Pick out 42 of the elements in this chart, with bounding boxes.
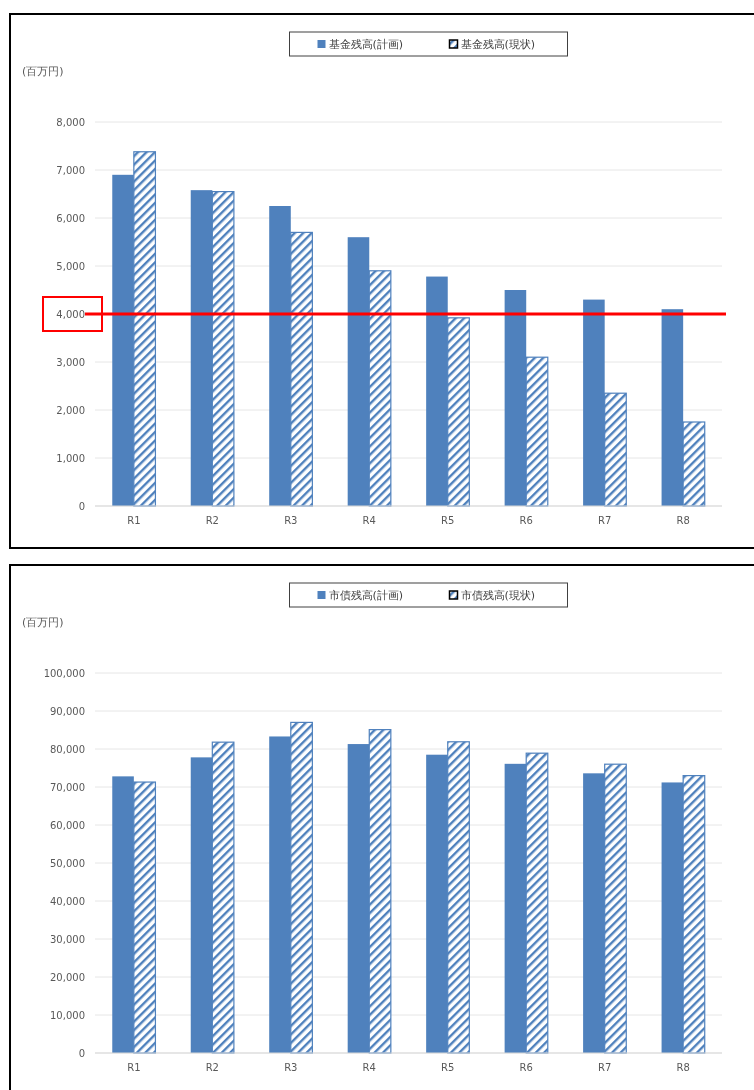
legend-label: 基金残高(計画)	[328, 37, 404, 51]
y-axis-title: (百万円)	[22, 616, 64, 629]
x-tick-label: R1	[127, 1062, 141, 1073]
y-tick-label: 70,000	[50, 781, 85, 793]
x-tick-label: R4	[362, 1062, 376, 1073]
legend-label: 基金残高(現状)	[460, 37, 536, 51]
y-tick-label: 5,000	[56, 260, 85, 272]
y-tick-label: 40,000	[50, 895, 85, 907]
x-tick-label: R5	[441, 1062, 455, 1073]
x-tick-label: R8	[676, 515, 690, 526]
y-tick-label: 0	[78, 500, 85, 512]
y-tick-label: 6,000	[56, 212, 85, 224]
legend-label: 市債残高(現状)	[460, 588, 536, 602]
y-tick-label: 30,000	[50, 933, 85, 945]
y-tick-label: 20,000	[50, 971, 85, 983]
y-tick-label: 50,000	[50, 857, 85, 869]
y-tick-label: 7,000	[56, 164, 85, 176]
x-tick-label: R7	[598, 515, 612, 526]
y-tick-label: 10,000	[50, 1009, 85, 1021]
y-tick-label: 4,000	[56, 308, 85, 320]
y-tick-label: 2,000	[56, 404, 85, 416]
y-tick-label: 1,000	[56, 452, 85, 464]
x-tick-label: R4	[362, 515, 376, 526]
x-tick-label: R2	[205, 515, 219, 526]
y-tick-label: 0	[78, 1047, 85, 1059]
y-tick-label: 80,000	[50, 743, 85, 755]
x-tick-label: R5	[441, 515, 455, 526]
x-tick-label: R6	[519, 1062, 533, 1073]
x-tick-label: R1	[127, 515, 141, 526]
y-tick-label: 8,000	[56, 116, 85, 128]
x-tick-label: R3	[284, 515, 298, 526]
x-tick-label: R2	[205, 1062, 219, 1073]
x-tick-label: R7	[598, 1062, 612, 1073]
y-tick-label: 100,000	[43, 667, 85, 679]
y-tick-label: 60,000	[50, 819, 85, 831]
x-tick-label: R3	[284, 1062, 298, 1073]
legend-label: 市債残高(計画)	[328, 588, 404, 602]
y-tick-label: 3,000	[56, 356, 85, 368]
x-tick-label: R6	[519, 515, 533, 526]
y-tick-label: 90,000	[50, 705, 85, 717]
y-axis-title: (百万円)	[22, 65, 64, 78]
x-tick-label: R8	[676, 1062, 690, 1073]
